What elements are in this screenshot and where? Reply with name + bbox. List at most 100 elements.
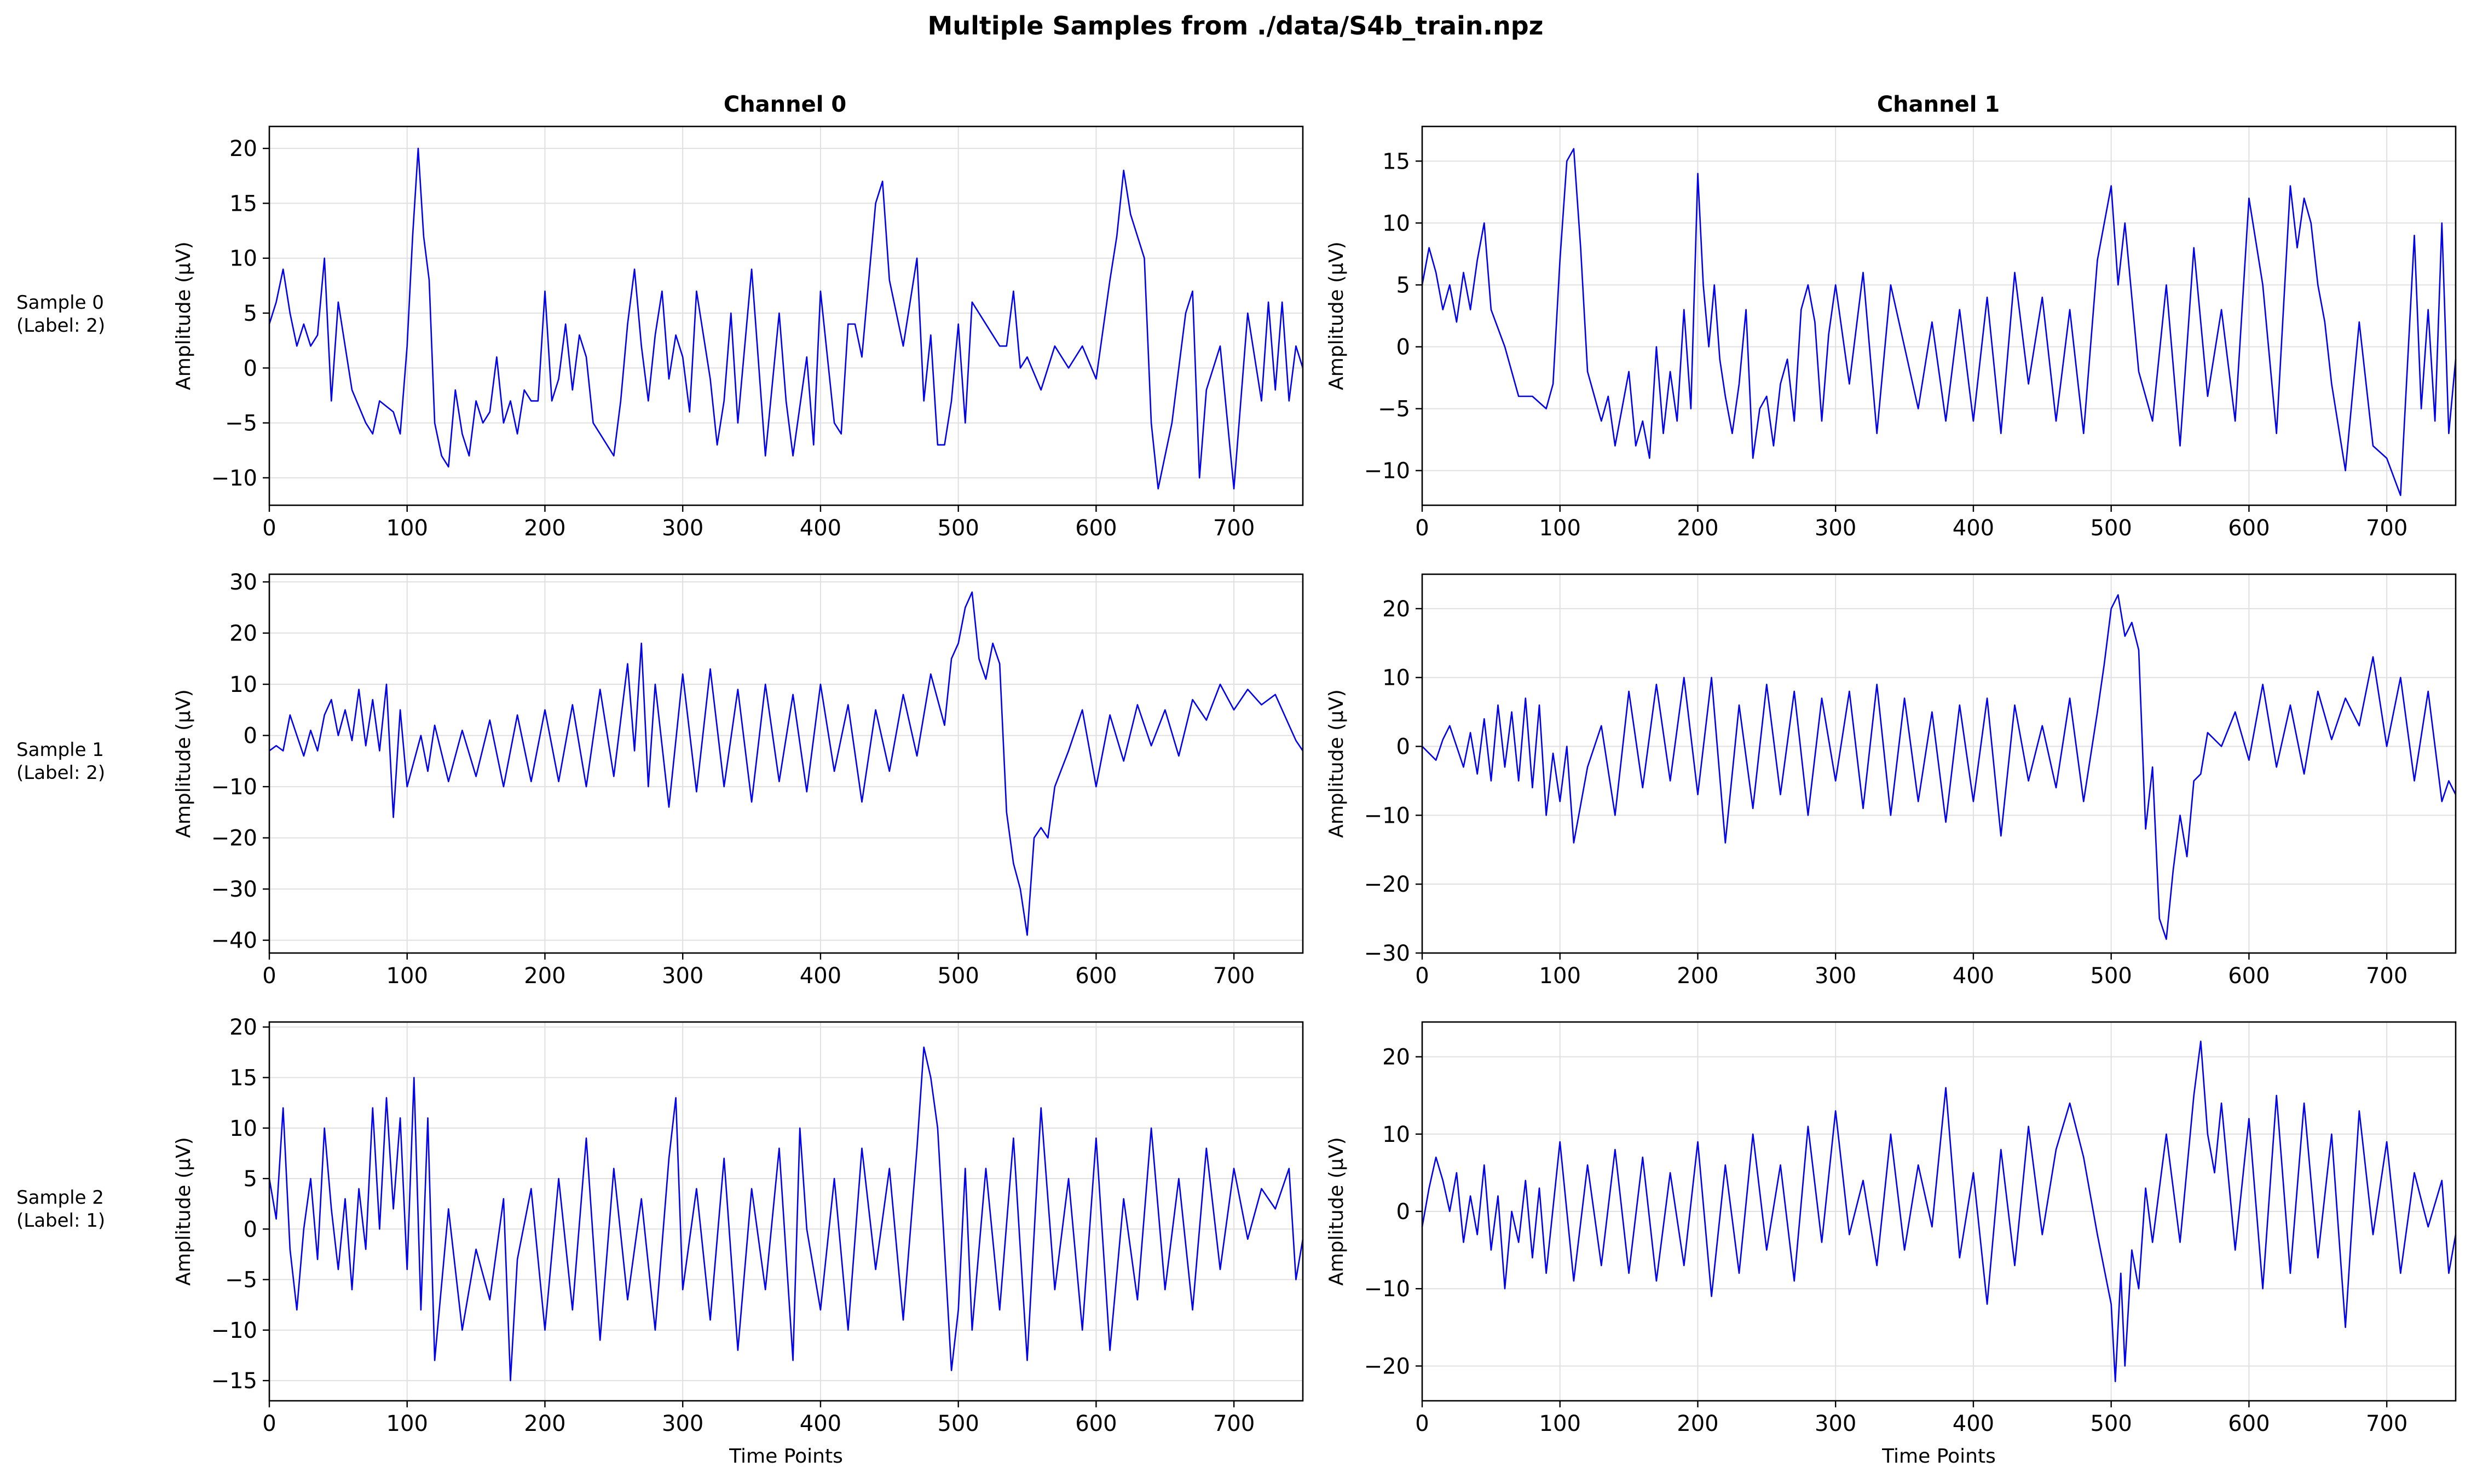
subplot-4: 0 100 200 300 400 500 600 700 −15 −10 −5 0 5 10 15 20 Am… (172, 1015, 1304, 1468)
y-tick-label: −15 (211, 1368, 257, 1394)
y-axis-label: Amplitude (µV) (172, 1137, 195, 1286)
y-tick-label: 0 (1396, 335, 1410, 360)
y-tick-label: −20 (211, 826, 257, 851)
y-tick-label: 5 (244, 301, 257, 326)
x-tick-label: 600 (2228, 516, 2270, 541)
x-tick-label: 500 (937, 1411, 979, 1436)
y-axis-label: Amplitude (µV) (172, 689, 195, 838)
x-tick-label: 500 (937, 516, 979, 541)
y-tick-label: 20 (1382, 1045, 1410, 1070)
subplot-1: 0 100 200 300 400 500 600 700 −10 −5 0 5 10 15 Amplitu… (1325, 125, 2457, 541)
x-tick-label: 100 (386, 963, 428, 989)
x-tick-label: 0 (1415, 1411, 1429, 1436)
y-tick-label: 0 (244, 1217, 257, 1242)
subplot-3: 0 100 200 300 400 500 600 700 −30 −20 −10 0 10 20 Ampl… (1325, 573, 2457, 989)
y-tick-label: 15 (229, 191, 257, 216)
x-tick-label: 700 (2366, 963, 2408, 989)
x-tick-label: 100 (1539, 516, 1581, 541)
x-tick-label: 300 (662, 963, 703, 989)
x-tick-label: 400 (1953, 516, 1994, 541)
x-tick-label: 700 (2366, 1411, 2408, 1436)
signal-line (1422, 594, 2457, 940)
signal-line (269, 591, 1304, 936)
y-tick-label: 20 (1382, 597, 1410, 622)
column-title-channel-0: Channel 0 (723, 92, 847, 117)
x-tick-label: 600 (1075, 516, 1117, 541)
x-tick-label: 100 (386, 516, 428, 541)
signal-line (268, 1046, 1304, 1382)
y-tick-label: 10 (1382, 666, 1410, 691)
axes-frame (268, 125, 1304, 506)
y-tick-label: −10 (211, 1318, 257, 1343)
x-tick-label: 700 (1213, 963, 1255, 989)
y-tick-label: 10 (229, 1116, 257, 1141)
x-tick-label: 100 (386, 1411, 428, 1436)
x-tick-label: 0 (262, 1411, 276, 1436)
y-tick-label: −20 (1364, 872, 1410, 897)
x-tick-label: 400 (1953, 963, 1994, 989)
x-tick-label: 100 (1539, 1411, 1581, 1436)
signal-line (1421, 148, 2457, 496)
x-axis-label: Time Points (1881, 1445, 1996, 1468)
x-tick-label: 0 (1415, 516, 1429, 541)
x-tick-label: 700 (1213, 516, 1255, 541)
x-tick-label: 500 (2090, 963, 2132, 989)
x-tick-label: 200 (1677, 516, 1718, 541)
y-tick-label: −30 (1364, 941, 1410, 966)
row-label-sample-1: Sample 1 (Label: 2) (16, 739, 106, 784)
y-axis-label: Amplitude (µV) (172, 241, 195, 390)
x-tick-label: 300 (662, 516, 703, 541)
x-tick-label: 200 (1677, 963, 1718, 989)
row-label-sample-2: Sample 2 (Label: 1) (16, 1187, 106, 1232)
y-axis-label: Amplitude (µV) (1325, 1137, 1348, 1286)
x-tick-label: 400 (800, 516, 841, 541)
axes-frame (268, 1021, 1304, 1402)
x-tick-label: 0 (262, 516, 276, 541)
y-tick-label: 10 (1382, 1122, 1410, 1147)
subplot-2: 0 100 200 300 400 500 600 700 −40 −30 −20 −10 0 10 20 3… (172, 570, 1304, 989)
y-tick-label: 10 (1382, 211, 1410, 236)
x-tick-label: 500 (2090, 516, 2132, 541)
y-tick-label: −5 (225, 411, 257, 436)
axes-frame (1421, 125, 2457, 506)
x-tick-label: 600 (2228, 1411, 2270, 1436)
y-tick-label: −10 (1364, 803, 1410, 828)
x-tick-label: 600 (1075, 1411, 1117, 1436)
axes-frame (1421, 573, 2457, 954)
y-tick-label: −20 (1364, 1354, 1410, 1379)
x-tick-label: 200 (524, 516, 565, 541)
x-tick-label: 100 (1539, 963, 1581, 989)
y-axis-label: Amplitude (µV) (1325, 689, 1348, 838)
signal-line (268, 147, 1304, 490)
y-tick-label: 20 (229, 136, 257, 161)
x-tick-label: 600 (2228, 963, 2270, 989)
x-tick-label: 0 (1415, 963, 1429, 989)
y-tick-label: −30 (211, 877, 257, 902)
x-tick-label: 300 (1815, 1411, 1856, 1436)
x-tick-label: 400 (800, 963, 841, 989)
y-tick-label: 10 (229, 246, 257, 272)
y-tick-label: −5 (1378, 397, 1410, 422)
y-tick-label: 0 (1396, 735, 1410, 760)
subplot-5: 0 100 200 300 400 500 600 700 −20 −10 0 10 20 Amplitu… (1325, 1021, 2457, 1468)
x-axis-label: Time Points (729, 1445, 843, 1468)
x-tick-label: 200 (1677, 1411, 1718, 1436)
x-tick-label: 400 (800, 1411, 841, 1436)
y-tick-label: 20 (229, 1015, 257, 1040)
y-tick-label: 0 (244, 356, 257, 381)
y-tick-label: 30 (229, 570, 257, 595)
row-label-sample-0: Sample 0 (Label: 2) (16, 292, 106, 337)
x-tick-label: 300 (1815, 516, 1856, 541)
axes-frame (268, 573, 1304, 954)
x-tick-label: 0 (262, 963, 276, 989)
column-title-channel-1: Channel 1 (1877, 92, 2000, 117)
y-tick-label: −5 (225, 1268, 257, 1293)
x-tick-label: 700 (1213, 1411, 1255, 1436)
x-tick-label: 300 (1815, 963, 1856, 989)
y-tick-label: 15 (1382, 149, 1410, 174)
y-tick-label: −10 (1364, 1277, 1410, 1302)
y-tick-label: 5 (1396, 273, 1410, 298)
y-tick-label: −40 (211, 928, 257, 954)
subplot-0: 0 100 200 300 400 500 600 700 −10 −5 0 5 10 15 20 Ampli… (172, 125, 1304, 541)
